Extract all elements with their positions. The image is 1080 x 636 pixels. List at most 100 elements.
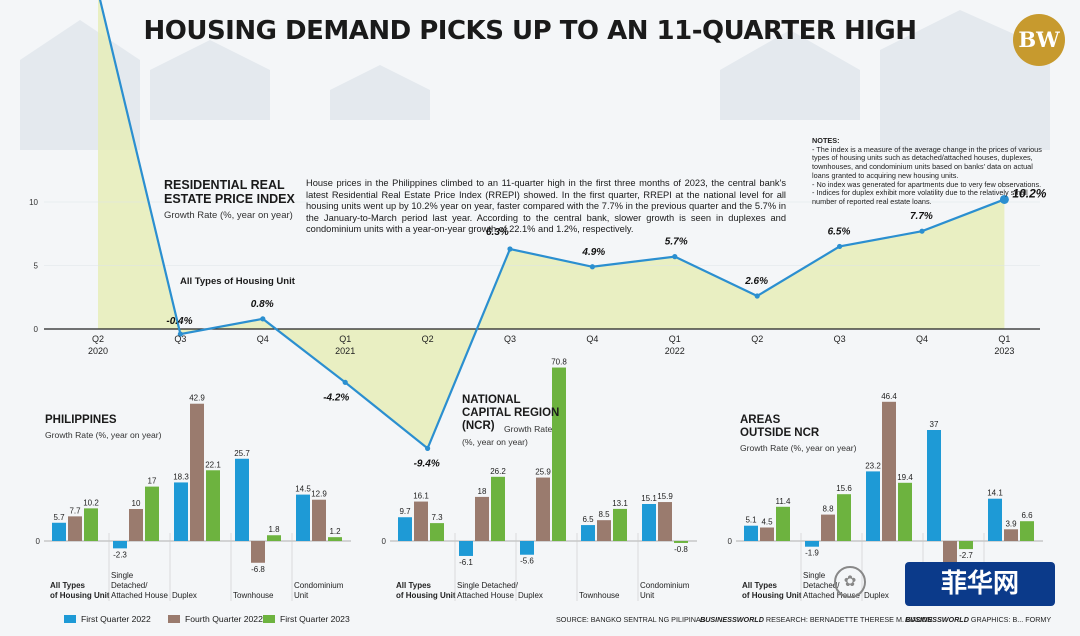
bar: [68, 516, 82, 541]
rrepi-series-line: [98, 0, 1005, 451]
watermark-logo-icon: ✿: [834, 566, 866, 598]
rrepi-data-point: [672, 254, 678, 260]
bar-value-label: 14.1: [987, 489, 1003, 498]
rrepi-data-point: [342, 379, 348, 385]
category-label: Duplex: [172, 591, 197, 600]
bar-value-label: 10: [132, 499, 141, 508]
x-tick-label: Q3: [504, 334, 516, 344]
x-year-label: 2020: [88, 346, 108, 356]
bar: [113, 541, 127, 549]
bar-value-label: 15.1: [641, 494, 657, 503]
legend-label: First Quarter 2023: [280, 614, 350, 624]
rrepi-data-label: 5.7%: [665, 237, 688, 248]
bar-value-label: 15.9: [657, 492, 673, 501]
bar-value-label: -2.3: [113, 550, 127, 559]
bar-value-label: 22.1: [205, 460, 221, 469]
bar: [581, 525, 595, 541]
x-tick-label: Q2: [751, 334, 763, 344]
panel-title-ncr-tail: Growth Rate: [504, 424, 553, 434]
rrepi-title: RESIDENTIAL REAL ESTATE PRICE INDEX: [164, 178, 295, 206]
house-silhouette: [330, 65, 430, 120]
bar: [430, 523, 444, 541]
panel-subtitle-philippines: Growth Rate (%, year on year): [45, 430, 162, 440]
x-tick-label: Q4: [257, 334, 269, 344]
bar: [491, 476, 505, 541]
bar: [129, 509, 143, 541]
y-tick-label: 5: [34, 262, 39, 271]
category-label: Attached House: [803, 591, 860, 600]
rrepi-data-label: 6.5%: [828, 226, 851, 237]
bar: [597, 520, 611, 541]
y-tick-label: 0: [728, 537, 733, 546]
graphics-credit: BUSINESSWORLD GRAPHICS: B... FORMY: [905, 615, 1051, 624]
bar-value-label: 17: [148, 477, 157, 486]
note-line: - The index is a measure of the average …: [812, 144, 1042, 180]
bar: [837, 494, 851, 541]
house-silhouette: [720, 30, 860, 120]
category-label: Condominium: [294, 581, 344, 590]
category-label: Attached House: [457, 591, 514, 600]
bar-value-label: 9.7: [399, 507, 411, 516]
bar-value-label: 18.3: [173, 472, 189, 481]
bar: [84, 508, 98, 541]
businessworld-logo: BW: [1013, 14, 1065, 66]
rrepi-data-point: [260, 316, 266, 322]
bar: [821, 514, 835, 541]
bar: [805, 541, 819, 547]
research-brand: BUSINESSWORLD: [700, 615, 764, 624]
category-label: Duplex: [864, 591, 889, 600]
bar-value-label: 8.8: [822, 505, 834, 514]
bar: [760, 527, 774, 541]
rrepi-subtitle: Growth Rate (%, year on year): [164, 210, 293, 221]
house-silhouette: [880, 10, 1050, 150]
bar-value-label: 4.5: [761, 518, 773, 527]
category-label: Townhouse: [233, 591, 274, 600]
bar-value-label: 6.5: [582, 515, 594, 524]
bar-value-label: 13.1: [612, 499, 628, 508]
bar: [536, 477, 550, 541]
bar: [744, 525, 758, 541]
summary-text: House prices in the Philippines climbed …: [306, 178, 786, 235]
bar: [296, 494, 310, 541]
bar-value-label: 14.5: [295, 485, 311, 494]
rrepi-data-point: [999, 194, 1009, 204]
bar: [235, 458, 249, 541]
bar-value-label: 26.2: [490, 467, 506, 476]
rrepi-data-point: [919, 228, 925, 234]
category-label: Unit: [640, 591, 655, 600]
rrepi-data-label: 6.3%: [486, 227, 509, 238]
category-label: All Types: [396, 581, 432, 590]
category-label: All Types: [50, 581, 86, 590]
panel-title-philippines: PHILIPPINES: [45, 414, 117, 426]
bar-value-label: 6.6: [1021, 511, 1033, 520]
rrepi-data-point: [754, 293, 760, 299]
bar-value-label: 25.7: [234, 449, 250, 458]
bar: [882, 401, 896, 541]
bar: [398, 517, 412, 541]
bar-value-label: 11.4: [776, 497, 792, 506]
bar: [206, 470, 220, 541]
bar: [459, 541, 473, 556]
panel-title-outside-ncr: AREAS OUTSIDE NCR: [740, 414, 820, 439]
bar-value-label: -1.9: [805, 549, 819, 558]
rrepi-data-label: 2.6%: [744, 276, 768, 287]
rrepi-data-label: 0.8%: [251, 299, 274, 310]
category-label: of Housing Unit: [50, 591, 110, 600]
bar: [776, 506, 790, 541]
bar: [520, 541, 534, 555]
bar: [328, 537, 342, 541]
bar: [267, 535, 281, 541]
category-label: of Housing Unit: [742, 591, 802, 600]
panel-title-ncr: NATIONAL CAPITAL REGION (NCR): [462, 394, 560, 432]
bar: [145, 486, 159, 541]
bar: [613, 508, 627, 541]
category-label: Condominium: [640, 581, 690, 590]
bar: [959, 541, 973, 550]
bar-value-label: -2.7: [959, 551, 973, 560]
category-label: Townhouse: [579, 591, 620, 600]
bar-value-label: 15.6: [836, 484, 852, 493]
graphics-text: GRAPHICS: B... FORMY: [970, 615, 1052, 624]
x-year-label: 2023: [994, 346, 1014, 356]
notes-heading: NOTES:: [812, 136, 840, 145]
